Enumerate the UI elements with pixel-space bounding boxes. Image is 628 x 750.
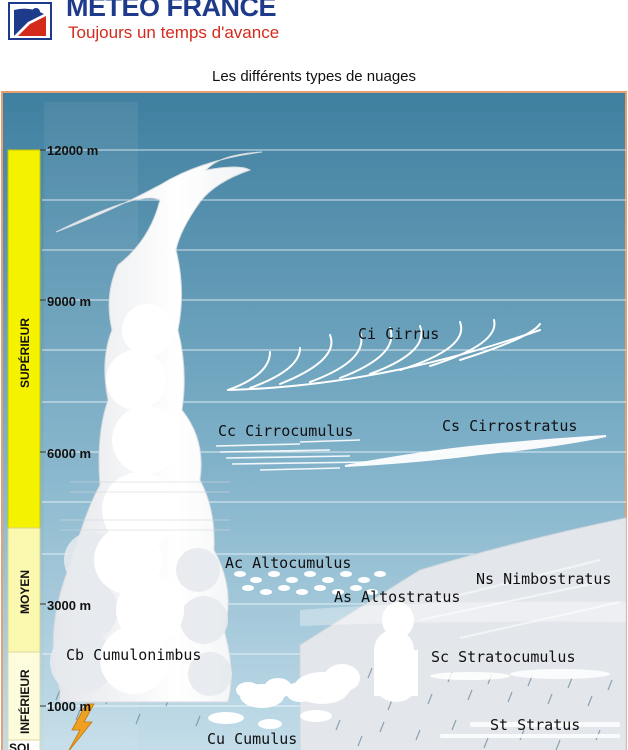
level-moyen-label: MOYEN <box>18 570 32 614</box>
label-cirrostratus: Cs Cirrostratus <box>442 417 577 435</box>
lightning-icon <box>68 703 95 750</box>
meteo-france-logo-icon <box>8 2 52 40</box>
level-inferieur-band <box>7 651 41 741</box>
cumulus-cloud <box>208 664 360 729</box>
brand-tagline: Toujours un temps d'avance <box>68 23 280 42</box>
level-sol-band <box>7 739 41 750</box>
cirrus-cloud <box>227 319 541 391</box>
label-nimbostratus: Ns Nimbostratus <box>476 570 611 588</box>
label-cumulonimbus: Cb Cumulonimbus <box>66 646 201 664</box>
label-cirrocumulus: Cc Cirrocumulus <box>218 422 353 440</box>
altitude-label-1000: 1000 m <box>47 699 91 714</box>
stratocumulus-cloud <box>430 669 610 680</box>
brand-name: MÉTÉO FRANCE <box>66 0 277 22</box>
header: MÉTÉO FRANCE Toujours un temps d'avance <box>0 0 628 60</box>
stratus-cloud <box>440 722 620 738</box>
label-stratocumulus: Sc Stratocumulus <box>431 648 576 666</box>
label-altostratus: As Altostratus <box>334 588 460 606</box>
altostratus-cloud <box>300 601 626 626</box>
altitude-level-bar: SUPÉRIEUR MOYEN INFÉRIEUR SOL <box>7 149 41 750</box>
level-moyen-band <box>7 527 41 653</box>
altitude-label-12000: 12000 m <box>47 143 98 158</box>
altitude-label-3000: 3000 m <box>47 598 91 613</box>
altitude-ticks <box>40 149 46 707</box>
label-cirrus: Ci Cirrus <box>358 325 439 343</box>
level-inferieur-label: INFÉRIEUR <box>17 669 32 734</box>
cirrocumulus-cloud <box>215 439 371 471</box>
label-stratus: St Stratus <box>490 716 580 734</box>
level-superieur-band <box>7 149 41 529</box>
cumulonimbus-cloud <box>50 151 263 703</box>
level-superieur-label: SUPÉRIEUR <box>17 318 32 388</box>
altitude-label-9000: 9000 m <box>47 294 91 309</box>
level-sol-label: SOL <box>9 741 34 750</box>
altitude-label-6000: 6000 m <box>47 446 91 461</box>
diagram-title: Les différents types de nuages <box>211 68 417 85</box>
cloud-types-diagram: SUPÉRIEUR MOYEN INFÉRIEUR SOL <box>0 90 628 750</box>
cloud-diagram-canvas: SUPÉRIEUR MOYEN INFÉRIEUR SOL <box>1 91 627 750</box>
nimbostratus-shading <box>419 559 621 639</box>
cirrostratus-cloud <box>344 435 607 467</box>
altocumulus-cloud <box>234 571 386 595</box>
cumulus-congestus-cloud <box>374 602 418 702</box>
label-cumulus: Cu Cumulus <box>207 730 297 748</box>
label-altocumulus: Ac Altocumulus <box>225 554 351 572</box>
